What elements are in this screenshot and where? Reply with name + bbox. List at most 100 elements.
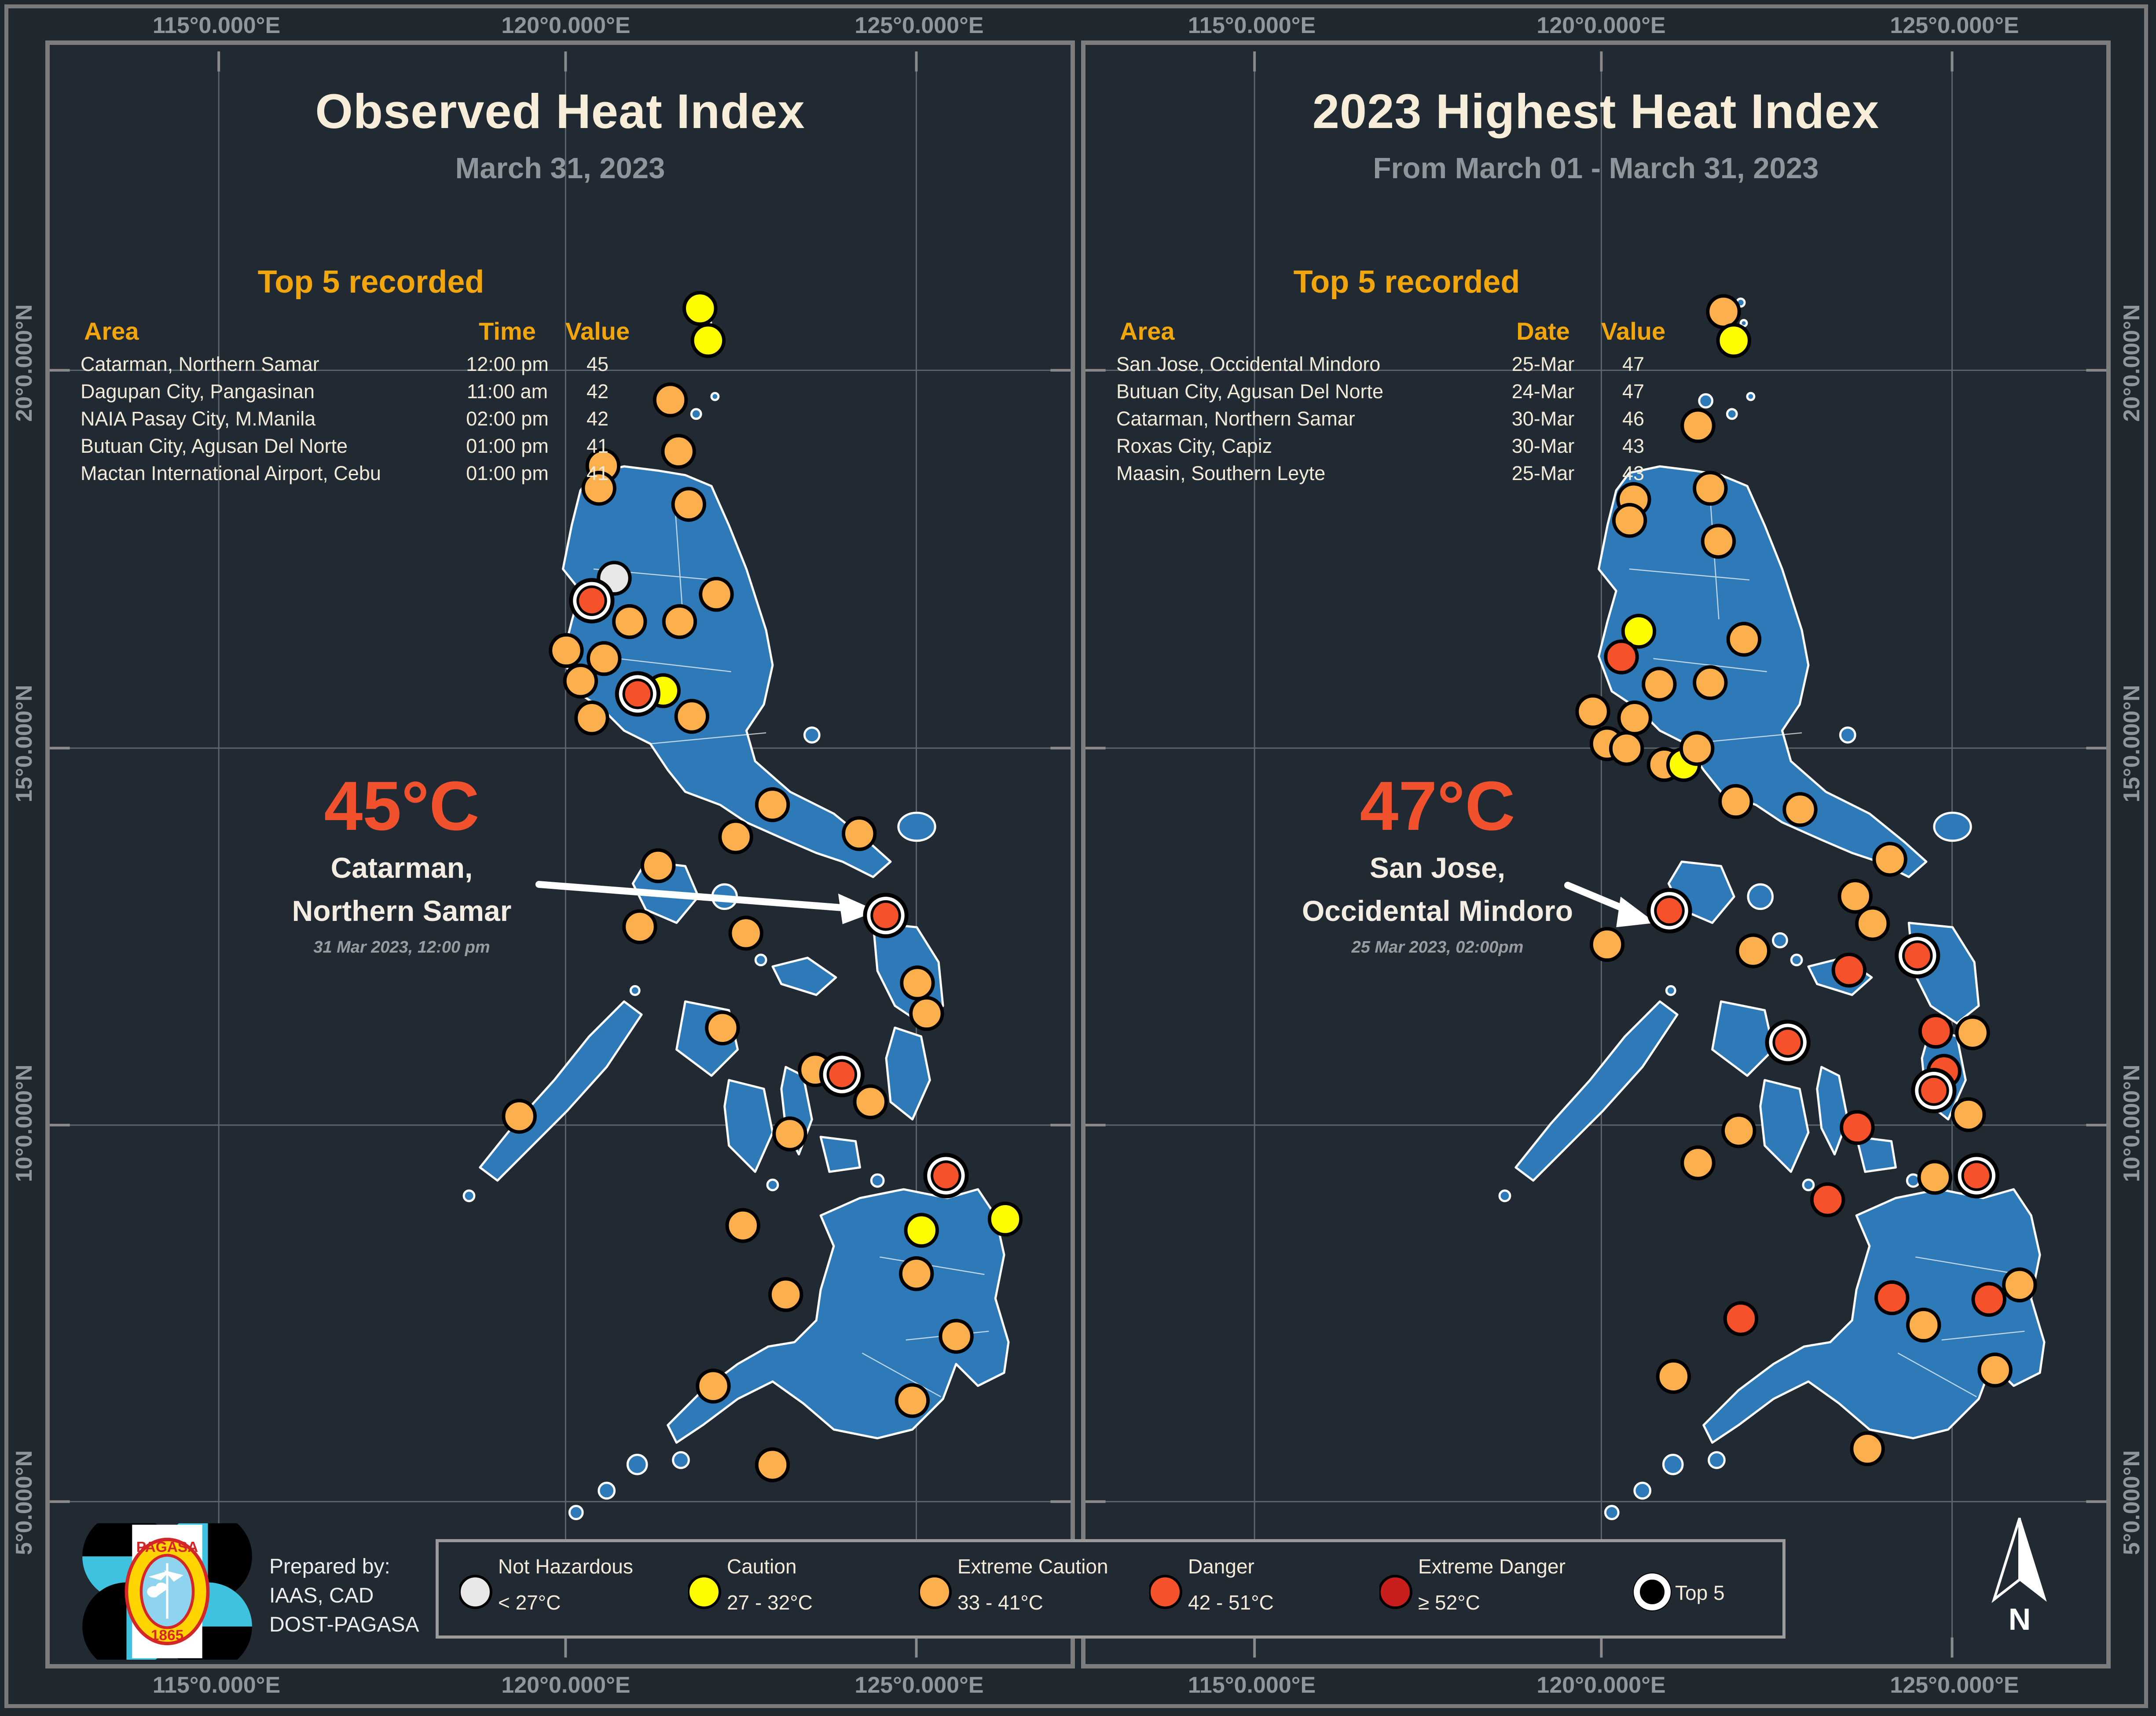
logo-text-year: 1865 — [151, 1628, 183, 1644]
row-time: 11:00 am — [466, 380, 548, 403]
row-date: 30-Mar — [1511, 435, 1575, 457]
page-subtitle: March 31, 2023 — [455, 152, 665, 185]
row-area: Dagupan City, Pangasinan — [81, 380, 315, 403]
row-area: San Jose, Occidental Mindoro — [1116, 353, 1381, 375]
row-area: Catarman, Northern Samar — [81, 353, 319, 375]
axis-lat-left-15: 15°0.000°N — [11, 685, 37, 803]
annotation-temp: 47°C — [1360, 767, 1515, 845]
panel-observed: Observed Heat Index March 31, 2023 Top 5… — [45, 40, 1075, 1668]
col-header-value: Value — [565, 317, 630, 345]
legend-label: Not Hazardous — [498, 1555, 633, 1578]
annotation-place-line2: Occidental Mindoro — [1302, 895, 1573, 927]
top5-heading: Top 5 recorded — [1293, 264, 1520, 300]
extreme-danger-icon — [1378, 1575, 1412, 1609]
legend-label: Danger — [1188, 1555, 1254, 1578]
annotation-datetime: 31 Mar 2023, 12:00 pm — [313, 938, 490, 957]
axis-lon-top-1: 115°0.000°E — [152, 13, 281, 38]
axis-lat-right-10: 10°0.000°N — [2119, 1064, 2145, 1182]
legend-item-extreme-danger: Extreme Danger ≥ 52°C — [1378, 1542, 1566, 1635]
row-value: 43 — [1622, 435, 1645, 457]
north-arrow-icon — [1991, 1518, 2047, 1603]
legend-range: ≥ 52°C — [1418, 1591, 1480, 1614]
row-value: 43 — [1622, 462, 1645, 484]
station-dots — [1575, 294, 2037, 1467]
axis-lon-top-5: 120°0.000°E — [1536, 13, 1666, 38]
axis-lat-right-15: 15°0.000°N — [2119, 685, 2145, 803]
legend-item-danger: Danger 42 - 51°C — [1148, 1542, 1274, 1635]
row-value: 47 — [1622, 353, 1645, 375]
legend-item-caution: Caution 27 - 32°C — [687, 1542, 813, 1635]
table-row: Butuan City, Agusan Del Norte 24-Mar 47 — [1085, 380, 2106, 407]
annotation-place-line1: San Jose, — [1369, 851, 1506, 884]
legend-range: 33 - 41°C — [957, 1591, 1043, 1614]
row-time: 12:00 pm — [466, 353, 549, 375]
north-label: N — [2008, 1602, 2031, 1636]
col-header-area: Area — [1120, 317, 1175, 345]
row-area: Butuan City, Agusan Del Norte — [1116, 380, 1383, 403]
legend-item-extreme-caution: Extreme Caution 33 - 41°C — [917, 1542, 1108, 1635]
row-value: 42 — [586, 407, 609, 430]
legend-range: < 27°C — [498, 1591, 561, 1614]
top5-ring-icon — [1633, 1573, 1672, 1611]
legend: Not Hazardous < 27°C Caution 27 - 32°C E… — [436, 1539, 1786, 1639]
row-area: Maasin, Southern Leyte — [1116, 462, 1326, 484]
row-time: 02:00 pm — [466, 407, 549, 430]
credits-line2: IAAS, CAD — [269, 1584, 374, 1607]
weather-vane-icon — [147, 1563, 184, 1619]
row-date: 25-Mar — [1511, 462, 1575, 484]
annotation-place-line2: Northern Samar — [292, 895, 512, 927]
row-area: Roxas City, Capiz — [1116, 435, 1272, 457]
credits-line3: DOST-PAGASA — [269, 1613, 419, 1636]
page-subtitle: From March 01 - March 31, 2023 — [1373, 152, 1819, 185]
row-area: Butuan City, Agusan Del Norte — [81, 435, 348, 457]
axis-lat-right-20: 20°0.000°N — [2119, 304, 2145, 422]
annotation-temp: 45°C — [324, 767, 480, 845]
page-title: 2023 Highest Heat Index — [1312, 84, 1880, 139]
pagasa-logo: PAGASA 1865 — [82, 1523, 252, 1660]
axis-lon-top-3: 125°0.000°E — [854, 13, 984, 38]
table-row: San Jose, Occidental Mindoro 25-Mar 47 — [1085, 353, 2106, 380]
row-date: 30-Mar — [1511, 407, 1575, 430]
table-row: Catarman, Northern Samar 12:00 pm 45 — [50, 353, 1071, 380]
extreme-caution-icon — [917, 1575, 952, 1609]
annotation-place-line1: Catarman, — [330, 851, 473, 884]
axis-lon-top-2: 120°0.000°E — [501, 13, 631, 38]
panel-highest: 2023 Highest Heat Index From March 01 - … — [1081, 40, 2111, 1668]
axis-lon-bot-4: 115°0.000°E — [1188, 1672, 1316, 1698]
axis-lat-left-20: 20°0.000°N — [11, 304, 37, 422]
table-row: Roxas City, Capiz 30-Mar 43 — [1085, 435, 2106, 462]
map-observed — [50, 45, 1071, 1664]
axis-lon-bot-2: 120°0.000°E — [501, 1672, 631, 1698]
prepared-by: Prepared by: IAAS, CAD DOST-PAGASA — [269, 1552, 419, 1639]
annotation-arrow — [535, 881, 878, 924]
row-value: 47 — [1622, 380, 1645, 403]
table-row: Butuan City, Agusan Del Norte 01:00 pm 4… — [50, 435, 1071, 462]
legend-label: Extreme Caution — [957, 1555, 1108, 1578]
axis-lat-right-5: 5°0.000°N — [2119, 1450, 2145, 1555]
danger-icon — [1148, 1575, 1182, 1609]
legend-label: Caution — [727, 1555, 797, 1578]
logo-text-pagasa: PAGASA — [136, 1539, 198, 1555]
table-row: Maasin, Southern Leyte 25-Mar 43 — [1085, 462, 2106, 489]
table-row: Mactan International Airport, Cebu 01:00… — [50, 462, 1071, 489]
row-value: 42 — [586, 380, 609, 403]
annotation-arrow — [1564, 882, 1656, 928]
col-header-value: Value — [1601, 317, 1666, 345]
outer-frame — [4, 4, 2148, 1708]
legend-item-not-hazardous: Not Hazardous < 27°C — [458, 1542, 633, 1635]
row-value: 46 — [1622, 407, 1645, 430]
legend-label: Top 5 — [1675, 1581, 1725, 1604]
caution-icon — [687, 1575, 721, 1609]
top5-heading: Top 5 recorded — [257, 264, 484, 300]
station-dots — [502, 291, 1023, 1482]
row-time: 01:00 pm — [466, 435, 549, 457]
row-value: 41 — [586, 462, 609, 484]
axis-lat-left-5: 5°0.000°N — [11, 1450, 37, 1555]
col-header-time: Time — [479, 317, 536, 345]
map-highest — [1085, 45, 2106, 1664]
legend-range: 42 - 51°C — [1188, 1591, 1274, 1614]
row-area: Catarman, Northern Samar — [1116, 407, 1355, 430]
legend-range: 27 - 32°C — [727, 1591, 813, 1614]
row-value: 45 — [586, 353, 609, 375]
